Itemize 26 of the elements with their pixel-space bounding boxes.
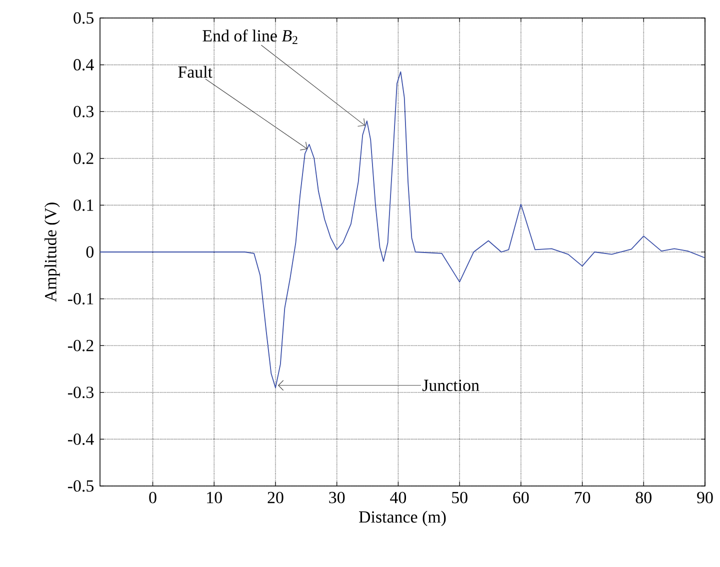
x-tick-label: 0: [149, 492, 156, 504]
x-tick-label: 60: [513, 492, 529, 504]
annotation: Fault: [178, 66, 212, 78]
annotation: Junction: [422, 380, 480, 392]
x-tick-label: 20: [268, 492, 284, 504]
x-tick-label: 50: [452, 492, 468, 504]
y-tick-label: 0.2: [74, 152, 94, 164]
x-axis-title: Distance (m): [359, 510, 446, 526]
y-tick-label: -0.2: [68, 340, 94, 352]
x-tick-label: 90: [697, 492, 713, 504]
x-tick-label: 80: [636, 492, 652, 504]
y-tick-label: 0: [86, 246, 94, 258]
x-tick-label: 30: [329, 492, 345, 504]
y-tick-label: -0.1: [68, 293, 94, 305]
x-tick-label: 10: [207, 492, 222, 504]
x-tick-label: 40: [390, 492, 406, 504]
y-tick-label: -0.3: [68, 386, 94, 398]
y-tick-label: 0.4: [74, 59, 94, 71]
y-tick-label: 0.5: [74, 12, 94, 24]
annotation: End of line B$_{2}$: [202, 29, 298, 44]
x-tick-label: 70: [574, 492, 590, 504]
y-axis-title: Amplitude (V): [44, 202, 60, 302]
y-tick-label: 0.3: [74, 106, 94, 118]
y-tick-label: 0.1: [74, 199, 94, 211]
y-tick-label: -0.5: [68, 480, 94, 492]
y-tick-label: -0.4: [68, 433, 94, 445]
